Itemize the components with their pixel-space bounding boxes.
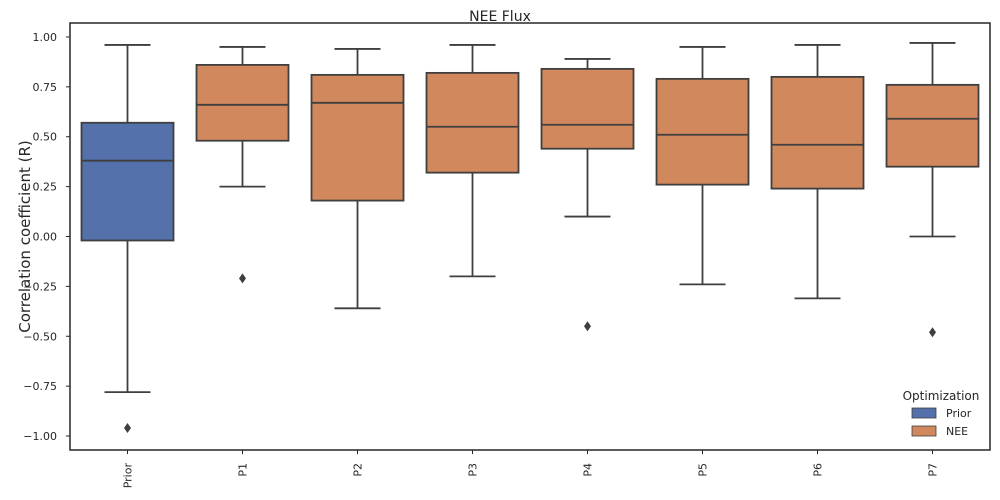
outlier-point [239, 273, 246, 284]
box-iqr [310, 73, 405, 202]
x-tick-label: P4 [582, 463, 595, 477]
legend: Optimization Prior NEE [903, 389, 980, 438]
y-tick-label: −0.25 [23, 280, 57, 293]
x-tick-label: P5 [697, 463, 710, 477]
box-iqr [195, 64, 290, 142]
box-iqr [885, 83, 980, 168]
y-tick-label: −1.00 [23, 430, 57, 443]
y-axis-ticks: −1.00 −0.75 −0.50 −0.25 0.00 0.25 0.50 0.75 1.00 [23, 31, 70, 443]
box-p1 [195, 46, 290, 284]
box-p5 [655, 46, 750, 286]
box-iqr [425, 71, 520, 174]
y-tick-label: 0.25 [33, 181, 58, 194]
box-p4 [540, 58, 635, 332]
box-p3 [425, 44, 520, 278]
legend-title: Optimization [903, 389, 980, 403]
x-axis-ticks: Prior P1 P2 P3 P4 P5 P6 P7 [122, 450, 940, 488]
box-iqr [655, 77, 750, 186]
box-prior [80, 44, 175, 434]
legend-entry-prior: Prior [911, 407, 972, 420]
box-iqr [540, 67, 635, 150]
x-tick-label: P3 [467, 463, 480, 477]
box-p2 [310, 48, 405, 310]
y-tick-label: 0.50 [33, 131, 58, 144]
y-tick-label: −0.50 [23, 330, 57, 343]
box-p6 [770, 44, 865, 300]
x-tick-label: P1 [237, 463, 250, 477]
chart-title: NEE Flux [469, 9, 531, 25]
x-tick-label: P6 [812, 463, 825, 477]
legend-entry-nee: NEE [911, 425, 968, 438]
outlier-point [124, 423, 131, 434]
x-tick-label: P7 [927, 463, 940, 477]
y-tick-label: 0.00 [33, 231, 58, 244]
outlier-point [584, 321, 591, 332]
legend-swatch [911, 425, 937, 437]
box-series [80, 42, 980, 434]
legend-label: NEE [946, 425, 968, 438]
box-iqr [770, 75, 865, 190]
y-tick-label: 0.75 [33, 81, 58, 94]
y-tick-label: −0.75 [23, 380, 57, 393]
y-tick-label: 1.00 [33, 31, 58, 44]
outlier-point [929, 327, 936, 338]
legend-swatch [911, 407, 937, 419]
y-axis-label: Correlation coefficient (R) [16, 140, 34, 333]
box-iqr [80, 121, 175, 242]
box-p7 [885, 42, 980, 338]
x-tick-label: P2 [352, 463, 365, 477]
legend-label: Prior [946, 407, 972, 420]
x-tick-label: Prior [122, 463, 135, 489]
